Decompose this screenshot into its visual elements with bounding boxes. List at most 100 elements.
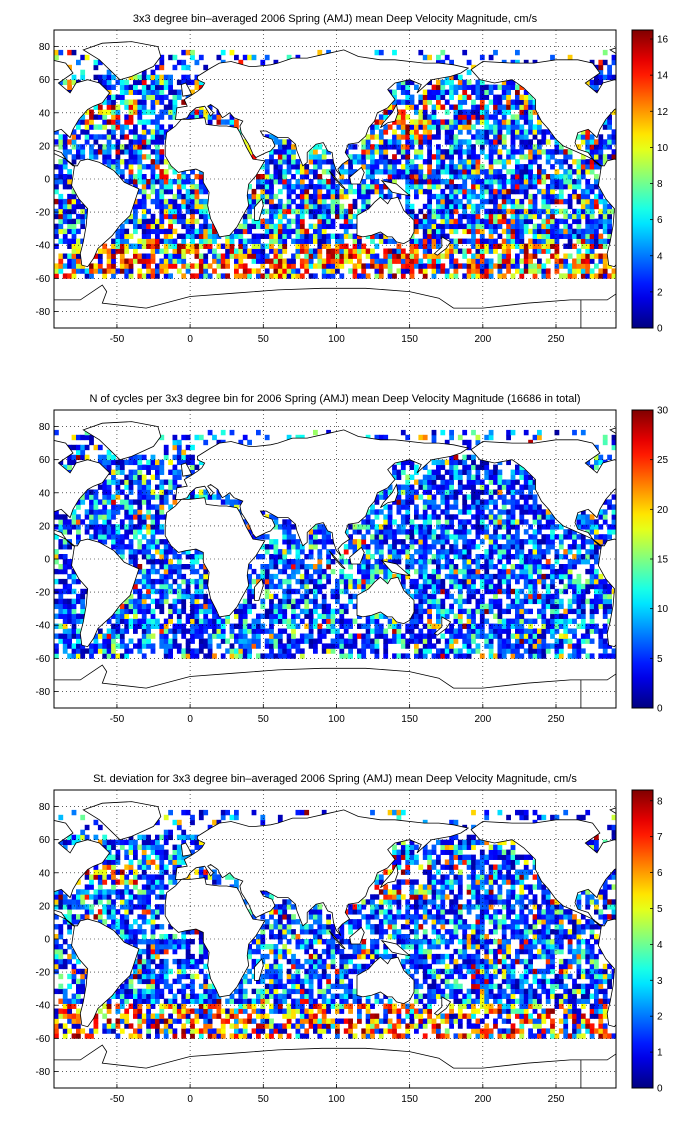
heat-cell — [580, 208, 586, 215]
heat-cell — [308, 618, 314, 624]
heat-cell — [124, 114, 130, 120]
heat-cell — [541, 564, 547, 570]
heat-cell — [427, 218, 432, 225]
heat-cell — [554, 628, 560, 634]
heat-cell — [580, 648, 586, 654]
heat-cell — [119, 653, 125, 659]
heat-cell — [317, 623, 323, 629]
heat-cell — [449, 174, 454, 180]
heat-cell — [111, 238, 116, 244]
heat-cell — [133, 203, 138, 210]
heat-cell — [392, 633, 397, 639]
heat-cell — [260, 248, 266, 254]
heat-cell — [510, 653, 516, 659]
heat-cell — [119, 243, 125, 249]
heat-cell — [80, 588, 86, 595]
heat-cell — [528, 608, 533, 615]
heat-cell — [414, 603, 419, 610]
heat-cell — [453, 568, 459, 575]
heat-cell — [269, 648, 274, 654]
heat-cell — [558, 534, 564, 540]
heat-cell — [501, 568, 507, 575]
heat-cell — [440, 268, 446, 274]
heat-cell — [357, 243, 362, 249]
heat-cell — [554, 643, 560, 649]
heat-cell — [510, 124, 516, 130]
heat-cell — [506, 238, 511, 244]
heat-cell — [67, 228, 72, 235]
heat-cell — [295, 218, 301, 225]
heat-cell — [506, 583, 511, 590]
heat-cell — [431, 583, 437, 590]
heat-cell — [146, 139, 151, 145]
heat-cell — [453, 134, 459, 140]
heat-cell — [343, 179, 349, 185]
heat-cell — [71, 623, 77, 629]
heat-cell — [554, 268, 560, 274]
heat-cell — [466, 628, 472, 634]
heat-cell — [260, 613, 266, 619]
heat-cell — [532, 638, 538, 644]
heat-cell — [256, 258, 261, 264]
heat-cell — [277, 228, 283, 235]
heat-cell — [106, 253, 112, 259]
heat-cell — [449, 193, 454, 200]
heat-cell — [159, 263, 165, 269]
heat-cell — [97, 124, 103, 130]
heat-cell — [146, 164, 151, 170]
heat-cell — [343, 638, 349, 644]
heat-cell — [260, 544, 266, 550]
heat-cell — [106, 69, 112, 76]
heat-cell — [532, 263, 538, 269]
heat-cell — [580, 193, 586, 200]
heat-cell — [299, 164, 305, 170]
heat-cell — [181, 218, 187, 225]
heat-cell — [286, 223, 292, 230]
heat-cell — [62, 154, 68, 160]
heat-cell — [128, 129, 134, 135]
heat-cell — [611, 134, 616, 140]
heat-cell — [273, 539, 279, 545]
heat-cell — [563, 564, 569, 570]
heat-cell — [357, 208, 362, 215]
heat-cell — [545, 258, 551, 264]
heat-cell — [141, 228, 147, 235]
heat-cell — [330, 218, 336, 225]
heat-cell — [317, 588, 323, 595]
heat-cell — [466, 258, 472, 264]
heat-cell — [168, 238, 173, 244]
heat-cell — [405, 638, 411, 644]
heat-cell — [598, 64, 604, 71]
heat-cell — [352, 638, 358, 644]
heat-cell — [295, 588, 301, 595]
heat-cell — [141, 154, 147, 160]
heat-cell — [295, 223, 301, 230]
heat-cell — [436, 213, 441, 220]
heat-cell — [282, 169, 288, 175]
heat-cell — [124, 79, 130, 86]
heat-cell — [357, 544, 362, 550]
heat-cell — [400, 134, 406, 140]
heat-cell — [457, 213, 463, 220]
heat-cell — [497, 273, 503, 279]
heat-cell — [488, 228, 494, 235]
heat-cell — [374, 263, 380, 269]
heat-cell — [286, 218, 292, 225]
heat-cell — [506, 99, 511, 105]
heat-cell — [457, 218, 463, 225]
heat-cell — [326, 218, 331, 225]
heat-cell — [93, 134, 99, 140]
heat-cell — [479, 539, 485, 545]
heat-cell — [159, 564, 165, 570]
heat-cell — [545, 223, 551, 230]
heat-cell — [247, 648, 252, 654]
heat-cell — [589, 144, 595, 150]
heat-cell — [532, 253, 538, 259]
heat-cell — [479, 54, 485, 61]
heat-cell — [515, 198, 520, 205]
heat-cell — [528, 598, 533, 605]
heat-cell — [589, 233, 595, 239]
heat-cell — [580, 134, 586, 140]
heat-cell — [453, 633, 459, 639]
heat-cell — [453, 203, 459, 210]
